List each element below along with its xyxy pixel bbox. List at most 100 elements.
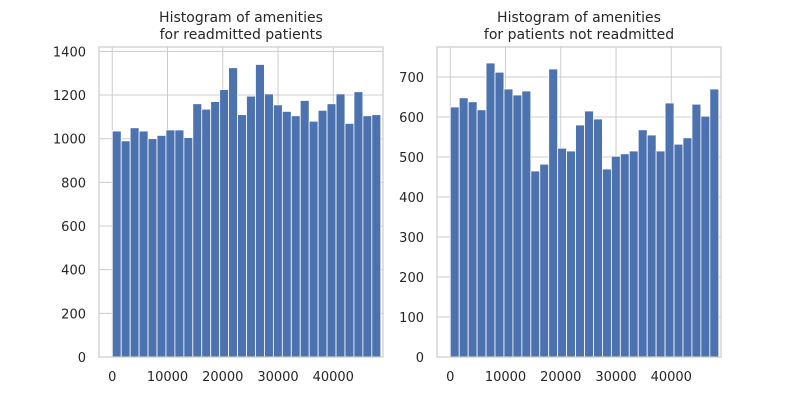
histogram-bar <box>264 93 274 358</box>
histogram-bar <box>237 114 247 358</box>
histogram-bar <box>228 67 238 358</box>
x-tick-label: 0 <box>446 370 454 385</box>
histogram-bar <box>584 110 594 358</box>
histogram-bar <box>255 64 265 358</box>
x-tick-labels: 0 10000 20000 30000 40000 <box>108 370 354 385</box>
y-tick-label: 400 <box>399 191 424 206</box>
histogram-bar <box>476 109 487 358</box>
y-tick-labels: 0 200 400 600 800 1000 1200 1400 <box>53 45 86 366</box>
histogram-bar <box>111 130 122 358</box>
histogram-bar <box>628 150 639 358</box>
y-tick-label: 600 <box>399 111 424 126</box>
histogram-bar <box>530 170 541 358</box>
histogram-bar <box>467 101 478 358</box>
y-tick-label: 200 <box>399 271 424 286</box>
y-tick-label: 800 <box>61 176 86 191</box>
x-tick-label: 20000 <box>202 370 243 385</box>
histogram-bar <box>165 129 176 358</box>
x-tick-label: 30000 <box>595 370 636 385</box>
histogram-bar <box>371 114 382 358</box>
x-tick-label: 30000 <box>257 370 298 385</box>
histogram-bar <box>246 95 256 358</box>
plot-frame <box>98 46 384 358</box>
bars <box>111 64 382 358</box>
histogram-bar <box>682 137 693 358</box>
histogram-bar <box>655 150 666 358</box>
bars <box>449 62 720 358</box>
histogram-bar <box>637 129 648 358</box>
histogram-bar <box>290 115 301 358</box>
histogram-bar <box>353 91 364 358</box>
histogram-bar <box>575 124 585 358</box>
histogram-bar <box>317 109 328 358</box>
histogram-bar <box>308 120 319 358</box>
x-tick-label: 40000 <box>651 370 692 385</box>
histogram-bar <box>219 89 230 358</box>
x-tick-label: 10000 <box>147 370 188 385</box>
y-tick-label: 100 <box>399 311 424 326</box>
histogram-bar <box>673 143 684 358</box>
histogram-panel-not-readmitted: Histogram of amenities for patients not … <box>399 10 722 385</box>
histogram-bar <box>602 168 612 358</box>
y-tick-label: 400 <box>61 264 86 279</box>
histogram-bar <box>183 137 194 358</box>
histogram-bar <box>201 108 212 358</box>
x-tick-label: 0 <box>108 370 116 385</box>
chart-title-line2: for readmitted patients <box>160 27 323 43</box>
histogram-bar <box>610 155 621 358</box>
histogram-bar <box>362 115 373 358</box>
histogram-bar <box>299 100 310 358</box>
histogram-bar <box>458 97 469 358</box>
y-tick-label: 700 <box>399 71 424 86</box>
histogram-bar <box>192 103 203 358</box>
histogram-panel-readmitted: Histogram of amenities for readmitted pa… <box>53 10 384 385</box>
histogram-bar <box>449 106 460 358</box>
histogram-bar <box>129 127 140 358</box>
histogram-bar <box>174 129 185 358</box>
histogram-bar <box>521 90 532 358</box>
x-tick-label: 20000 <box>540 370 581 385</box>
y-tick-label: 1400 <box>53 45 86 60</box>
histogram-bar <box>210 101 221 358</box>
x-tick-labels: 0 10000 20000 30000 40000 <box>446 370 692 385</box>
histogram-bar <box>147 138 158 358</box>
histogram-bar <box>156 135 167 358</box>
y-tick-label: 1000 <box>53 133 86 148</box>
histogram-bar <box>691 103 702 358</box>
histogram-bar <box>272 104 283 358</box>
plot-frame <box>436 46 722 358</box>
histogram-bar <box>120 140 131 358</box>
y-tick-label: 0 <box>416 351 424 366</box>
histogram-bar <box>512 94 523 358</box>
histogram-bar <box>494 71 505 358</box>
y-tick-label: 300 <box>399 231 424 246</box>
histogram-bar <box>326 103 337 358</box>
histogram-bar <box>335 93 346 358</box>
y-tick-label: 500 <box>399 151 424 166</box>
histogram-bar <box>539 163 550 358</box>
y-tick-labels: 0 100 200 300 400 500 600 700 <box>399 71 424 366</box>
histogram-bar <box>566 150 576 358</box>
x-tick-label: 40000 <box>313 370 354 385</box>
histogram-bar <box>709 88 720 358</box>
x-tick-label: 10000 <box>485 370 526 385</box>
histogram-bar <box>485 62 496 358</box>
histogram-bar <box>664 102 675 358</box>
histogram-bar <box>593 118 603 358</box>
histogram-bar <box>646 134 657 358</box>
y-tick-label: 600 <box>61 220 86 235</box>
histogram-bar <box>548 68 559 358</box>
y-tick-label: 0 <box>78 351 86 366</box>
histogram-bar <box>700 115 711 358</box>
y-tick-label: 1200 <box>53 89 86 104</box>
y-tick-label: 200 <box>61 307 86 322</box>
chart-title-line2: for patients not readmitted <box>484 27 674 43</box>
histogram-bar <box>138 130 149 358</box>
histogram-bar <box>281 111 292 358</box>
histogram-bar <box>619 153 630 358</box>
histogram-bar <box>503 88 514 358</box>
histogram-bar <box>344 123 355 358</box>
histogram-bar <box>557 147 568 358</box>
chart-title-line1: Histogram of amenities <box>497 10 661 26</box>
